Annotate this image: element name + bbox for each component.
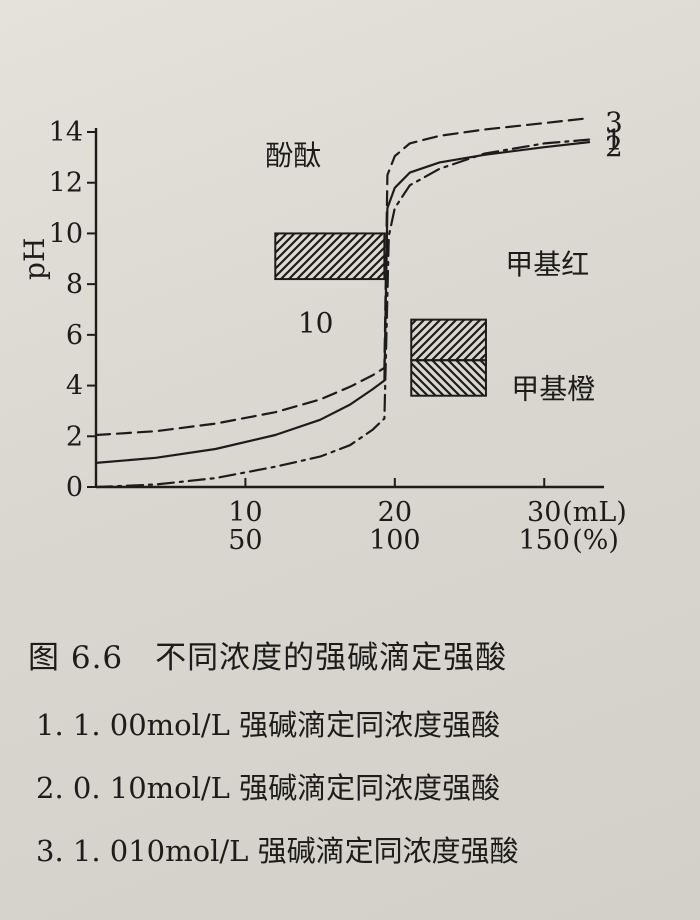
y-tick-label-8: 8 [66, 269, 83, 300]
y-tick-label-0: 0 [66, 472, 83, 503]
x-tick-label-10: 10 [228, 497, 262, 528]
x-secondary-tick-label-20: 100 [369, 525, 421, 556]
annotation-4: 10 [298, 306, 334, 339]
x-tick-label-30: 30 [527, 497, 561, 528]
legend-note-1: 1. 1. 00mol/L 强碱滴定同浓度强酸 [36, 708, 501, 742]
legend-note-2: 2. 0. 10mol/L 强碱滴定同浓度强酸 [36, 771, 501, 805]
y-tick-label-14: 14 [49, 117, 83, 148]
series-label-2: 2 [605, 130, 623, 163]
series-label-1: 1 [605, 124, 623, 157]
x-secondary-tick-label-30: 150 [518, 525, 570, 556]
y-axis-label: pH [18, 238, 51, 280]
y-tick-label-6: 6 [66, 320, 83, 351]
x-secondary-unit-label: (%) [572, 525, 619, 556]
y-tick-label-4: 4 [66, 371, 83, 402]
series-label-3: 3 [605, 106, 623, 139]
indicator-bands [274, 232, 487, 397]
y-tick-label-2: 2 [66, 421, 83, 452]
y-tick-label-10: 10 [49, 218, 83, 249]
x-secondary-tick-label-10: 50 [228, 525, 262, 556]
y-tick-label-12: 12 [49, 168, 83, 199]
series-2-curve [94, 141, 591, 464]
series-1-curve [94, 138, 591, 489]
figure-caption: 图 6.6 不同浓度的强碱滴定强酸 [28, 640, 508, 676]
x-unit-label: (mL) [562, 497, 627, 528]
annotation-1: 酚酞 [265, 139, 321, 172]
annotation-2: 甲基红 [505, 248, 589, 281]
annotation-3: 甲基橙 [511, 372, 595, 405]
indicator-band-2 [410, 318, 487, 362]
indicator-band-1 [274, 232, 386, 281]
legend-note-3: 3. 1. 010mol/L 强碱滴定同浓度强酸 [36, 834, 519, 868]
series-3-curve [94, 117, 591, 437]
x-tick-label-20: 20 [378, 497, 412, 528]
indicator-band-3 [410, 359, 487, 397]
titration-curves [94, 117, 591, 489]
